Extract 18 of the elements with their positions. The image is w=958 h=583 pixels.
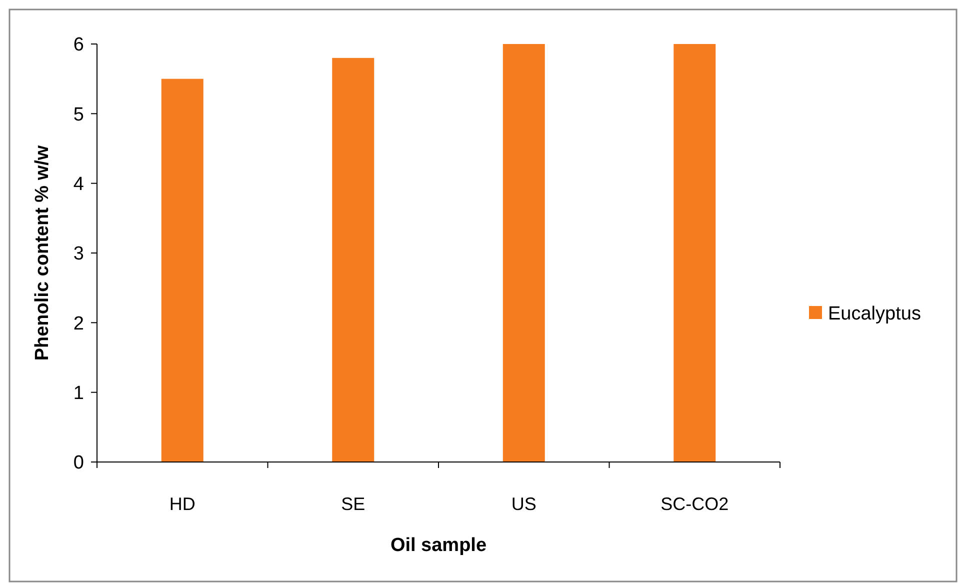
x-tick-label: US [511, 494, 536, 514]
x-tick-label: HD [169, 494, 196, 514]
bar [674, 44, 716, 462]
y-tick-label: 0 [73, 452, 84, 474]
legend-label: Eucalyptus [828, 304, 921, 325]
x-tick-label: SE [341, 494, 366, 514]
y-tick-label: 5 [73, 104, 84, 126]
y-tick-label: 6 [73, 34, 84, 56]
x-tick-label: SC-CO2 [660, 494, 729, 514]
y-tick-label: 1 [73, 382, 84, 404]
y-tick-label: 2 [73, 313, 84, 334]
x-axis-title: Oil sample [390, 535, 487, 556]
y-axis-title: Phenolic content % w/w [32, 145, 53, 361]
y-tick-label: 3 [73, 244, 84, 265]
bar [502, 44, 545, 462]
y-tick-label: 4 [73, 174, 84, 195]
bar [161, 78, 204, 462]
bar [332, 58, 374, 462]
